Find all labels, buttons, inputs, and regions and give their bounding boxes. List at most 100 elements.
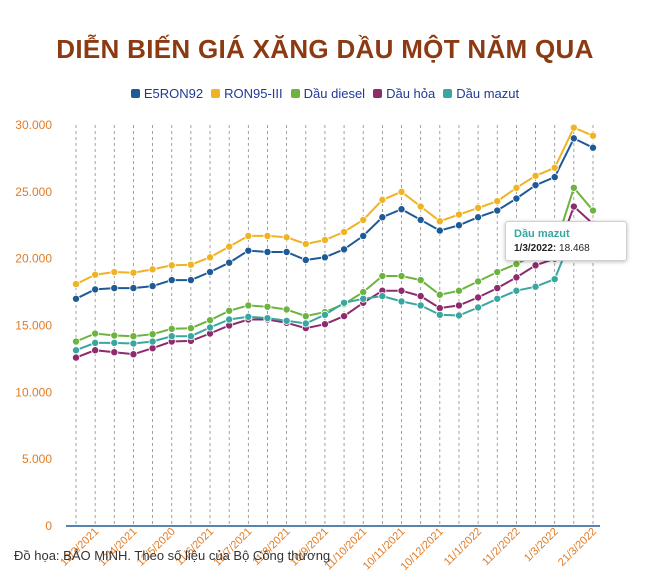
- data-point: [435, 290, 444, 299]
- data-point: [91, 346, 100, 355]
- data-point: [512, 260, 521, 269]
- data-point: [282, 305, 291, 314]
- data-point: [474, 277, 483, 286]
- data-point: [72, 346, 81, 355]
- data-point: [301, 312, 310, 321]
- data-point: [416, 215, 425, 224]
- legend-item[interactable]: Dầu diesel: [290, 86, 366, 101]
- data-point: [301, 319, 310, 328]
- data-point: [378, 292, 387, 301]
- data-point: [569, 183, 578, 192]
- x-tick-label: 21/3/2022: [556, 526, 599, 569]
- legend-item[interactable]: RON95-III: [211, 86, 283, 101]
- data-point: [110, 284, 119, 293]
- data-point: [454, 221, 463, 230]
- data-point: [493, 268, 502, 277]
- data-point: [91, 285, 100, 294]
- data-point: [320, 235, 329, 244]
- legend-item[interactable]: Dầu mazut: [443, 86, 519, 101]
- data-point: [206, 323, 215, 332]
- data-point: [550, 173, 559, 182]
- y-tick-label: 5.000: [22, 452, 52, 466]
- data-point: [359, 215, 368, 224]
- y-tick-label: 0: [45, 519, 52, 533]
- data-point: [244, 246, 253, 255]
- data-point: [416, 301, 425, 310]
- data-point: [72, 280, 81, 289]
- data-point: [531, 282, 540, 291]
- data-point: [531, 181, 540, 190]
- y-tick-label: 30.000: [15, 118, 52, 132]
- series-line: [75, 204, 594, 359]
- data-point: [512, 194, 521, 203]
- data-point: [512, 183, 521, 192]
- data-point: [435, 310, 444, 319]
- series-line: [75, 126, 594, 285]
- data-point: [167, 276, 176, 285]
- data-point: [225, 306, 234, 315]
- data-point: [186, 332, 195, 341]
- data-point: [301, 239, 310, 248]
- legend-label: RON95-III: [224, 86, 283, 101]
- data-point: [129, 339, 138, 348]
- data-point: [225, 242, 234, 251]
- x-tick-label: 11/2/2022: [480, 526, 523, 569]
- data-point: [512, 286, 521, 295]
- data-point: [474, 293, 483, 302]
- legend-swatch: [373, 89, 383, 98]
- legend-swatch: [290, 89, 300, 98]
- data-point: [263, 302, 272, 311]
- data-point: [416, 202, 425, 211]
- data-point: [512, 273, 521, 282]
- data-point: [244, 312, 253, 321]
- data-point: [167, 332, 176, 341]
- data-point: [589, 143, 598, 152]
- data-point: [493, 197, 502, 206]
- legend-label: Dầu diesel: [303, 86, 366, 101]
- data-point: [397, 187, 406, 196]
- data-point: [186, 276, 195, 285]
- data-point: [72, 337, 81, 346]
- source-footer: Đồ họa: BẢO MINH. Theo số liệu của Bộ Cô…: [14, 548, 331, 563]
- data-point: [550, 275, 559, 284]
- data-point: [493, 294, 502, 303]
- data-point: [244, 301, 253, 310]
- data-point: [206, 268, 215, 277]
- data-point: [263, 231, 272, 240]
- data-point: [474, 303, 483, 312]
- data-point: [91, 338, 100, 347]
- data-point: [493, 284, 502, 293]
- data-point: [359, 231, 368, 240]
- data-point: [282, 247, 291, 256]
- data-point: [550, 163, 559, 172]
- y-tick-label: 20.000: [15, 252, 52, 266]
- legend-swatch: [130, 89, 140, 98]
- data-point: [569, 202, 578, 211]
- data-point: [72, 294, 81, 303]
- data-point: [129, 332, 138, 341]
- data-point: [359, 288, 368, 297]
- legend-item[interactable]: E5RON92: [130, 86, 204, 101]
- chart-legend: E5RON92 RON95-III Dầu diesel Dầu hỏa Dầu…: [0, 86, 650, 101]
- data-tooltip: Dầu mazut 1/3/2022: 18.468: [505, 221, 627, 261]
- legend-item[interactable]: Dầu hỏa: [373, 86, 435, 101]
- data-point: [378, 272, 387, 281]
- data-point: [454, 210, 463, 219]
- data-point: [282, 233, 291, 242]
- chart-title: DIỄN BIẾN GIÁ XĂNG DẦU MỘT NĂM QUA: [56, 34, 594, 64]
- data-point: [186, 324, 195, 333]
- data-point: [225, 315, 234, 324]
- series-line: [75, 230, 594, 352]
- data-point: [148, 282, 157, 291]
- data-point: [378, 213, 387, 222]
- data-point: [320, 310, 329, 319]
- data-point: [454, 301, 463, 310]
- data-point: [340, 245, 349, 254]
- legend-label: E5RON92: [143, 86, 204, 101]
- legend-label: Dầu hỏa: [386, 86, 436, 101]
- data-point: [301, 256, 310, 265]
- legend-swatch: [211, 89, 221, 98]
- data-point: [531, 171, 540, 180]
- data-point: [435, 217, 444, 226]
